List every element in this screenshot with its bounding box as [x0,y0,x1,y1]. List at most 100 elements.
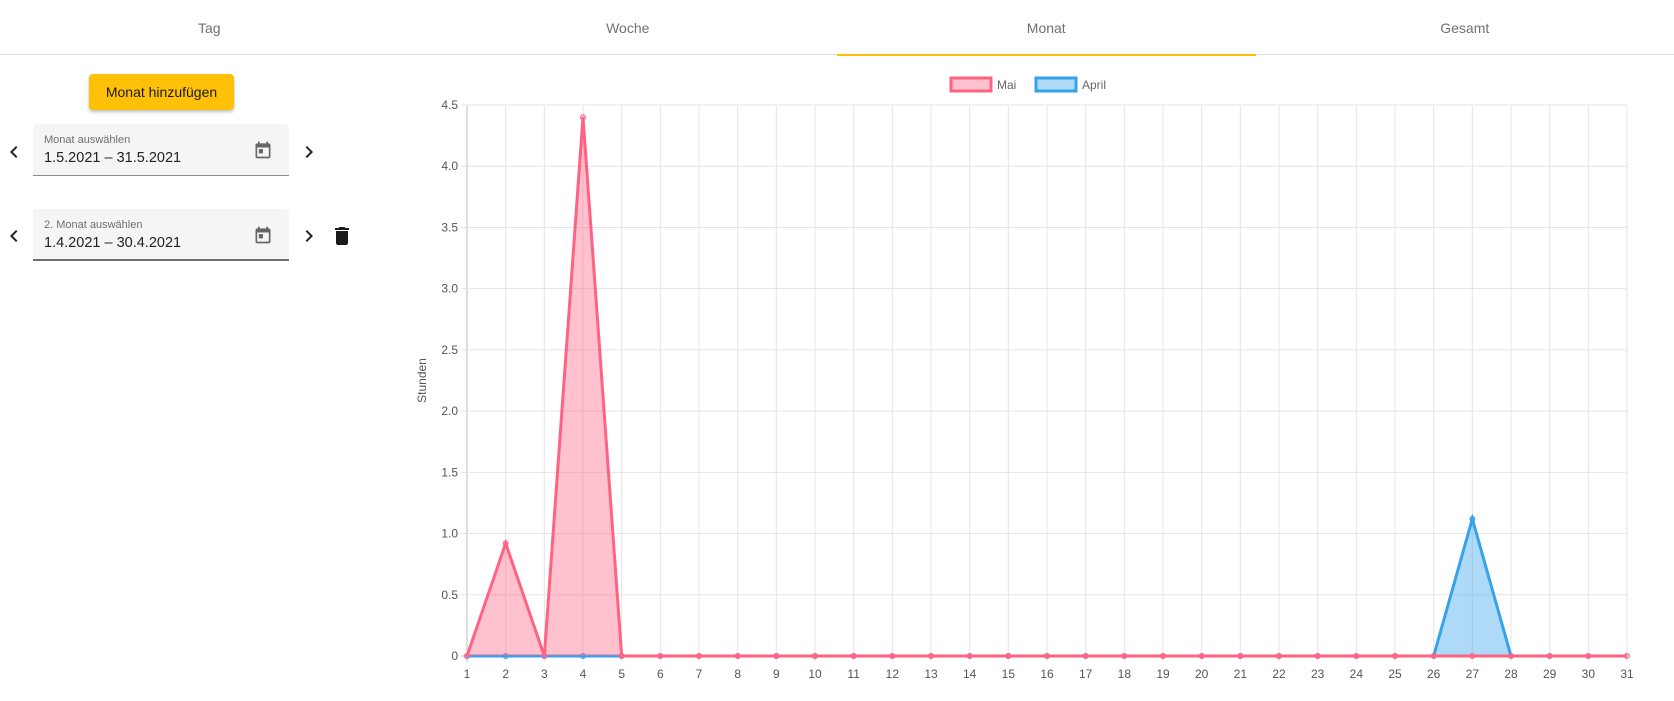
y-tick-label: 4.5 [441,98,458,112]
x-tick-label: 19 [1156,667,1170,681]
chart-legend: Mai April [949,76,1106,93]
data-point[interactable] [657,653,664,659]
data-point[interactable] [464,653,470,659]
tab-monat[interactable]: Monat [837,0,1256,56]
y-tick-label: 3.0 [441,282,458,296]
x-tick-label: 6 [657,667,664,681]
month2-date-field[interactable]: 2. Monat auswählen 1.4.2021 – 30.4.2021 [33,209,289,261]
month1-date-field[interactable]: Monat auswählen 1.5.2021 – 31.5.2021 [33,124,289,176]
data-point[interactable] [1160,653,1166,659]
data-point[interactable] [1276,653,1282,659]
data-point[interactable] [928,653,934,659]
data-point[interactable] [966,653,973,659]
y-axis-title: Stunden [415,358,429,403]
y-tick-label: 1.5 [441,465,458,479]
month1-field-value[interactable]: 1.5.2021 – 31.5.2021 [44,150,182,166]
x-tick-label: 12 [886,667,900,681]
chevron-left-icon [10,146,18,158]
data-point[interactable] [1082,653,1089,659]
data-point[interactable] [1314,653,1321,659]
y-tick-label: 4.0 [441,159,458,173]
trash-icon[interactable] [330,224,354,248]
month2-next-button[interactable] [297,224,321,248]
month2-field-value[interactable]: 1.4.2021 – 30.4.2021 [44,235,182,251]
legend-swatch[interactable] [949,76,993,93]
series-line-mai [465,117,1627,658]
data-point[interactable] [1121,653,1128,659]
x-tick-label: 30 [1582,667,1596,681]
y-tick-label: 0 [451,649,458,663]
tab-tag[interactable]: Tag [197,19,221,36]
calendar-icon[interactable] [253,225,273,245]
month1-next-button[interactable] [297,140,321,164]
chevron-left-icon [10,230,18,242]
data-point[interactable] [541,653,548,659]
data-point[interactable] [580,653,586,659]
calendar-icon[interactable] [253,140,273,160]
x-tick-label: 9 [773,667,780,681]
legend-label[interactable]: April [1082,78,1106,92]
x-tick-label: 21 [1234,667,1248,681]
data-point[interactable] [1005,653,1012,659]
x-tick-label: 15 [1002,667,1016,681]
x-tick-label: 7 [696,667,703,681]
chart-grid [461,104,1628,662]
data-point[interactable] [1237,653,1244,659]
x-tick-label: 23 [1311,667,1325,681]
x-tick-label: 1 [464,667,471,681]
chevron-right-icon [305,146,313,158]
y-tick-label: 1.0 [441,527,458,541]
x-tick-label: 8 [734,667,741,681]
x-tick-label: 17 [1079,667,1093,681]
data-point[interactable] [889,653,896,659]
data-point[interactable] [1469,515,1476,522]
add-month-button[interactable]: Monat hinzufügen [89,74,234,110]
x-tick-label: 11 [847,667,860,681]
x-tick-label: 24 [1350,667,1364,681]
data-point[interactable] [1392,653,1398,659]
data-point[interactable] [1044,653,1050,659]
x-tick-label: 13 [924,667,938,681]
data-point[interactable] [502,540,509,547]
tab-woche[interactable]: Woche [606,19,650,36]
data-point[interactable] [696,653,702,659]
data-point[interactable] [1546,653,1553,659]
x-tick-label: 16 [1040,667,1054,681]
x-tick-label: 2 [502,667,509,681]
data-point[interactable] [618,653,625,659]
month1-field-label: Monat auswählen [44,134,131,146]
series-area-april [467,518,1589,656]
month2-prev-button[interactable] [2,224,26,248]
data-point[interactable] [812,653,818,659]
y-tick-label: 3.5 [441,220,458,234]
x-tick-label: 28 [1504,667,1518,681]
data-point[interactable] [1508,653,1514,659]
y-tick-label: 2.5 [441,343,458,357]
legend-label[interactable]: Mai [997,78,1016,92]
x-tick-label: 20 [1195,667,1209,681]
data-point[interactable] [1469,653,1476,659]
data-point[interactable] [1198,653,1205,659]
x-tick-label: 3 [541,667,548,681]
x-tick-label: 27 [1466,667,1480,681]
chevron-right-icon [305,230,313,242]
data-point[interactable] [1585,653,1592,659]
data-point[interactable] [1353,653,1360,659]
data-point[interactable] [850,653,857,659]
month1-prev-button[interactable] [2,140,26,164]
series-line-april [467,513,1589,658]
data-point[interactable] [734,653,741,659]
data-point[interactable] [773,653,780,659]
series-area-mai [467,117,1627,656]
x-tick-label: 14 [963,667,977,681]
y-tick-label: 2.0 [441,404,458,418]
x-axis-ticks: 1 2 3 4 5 6 7 8 9 10 11 12 13 14 15 16 17 18 19 20 21 22 23 24 2… [464,667,1634,681]
data-point[interactable] [1624,653,1630,659]
data-point[interactable] [1430,653,1437,659]
legend-swatch[interactable] [1034,76,1078,93]
x-tick-label: 29 [1543,667,1557,681]
data-point[interactable] [502,653,509,659]
data-point[interactable] [580,114,586,121]
tab-gesamt[interactable]: Gesamt [1440,19,1490,36]
chart-series [464,114,1630,659]
